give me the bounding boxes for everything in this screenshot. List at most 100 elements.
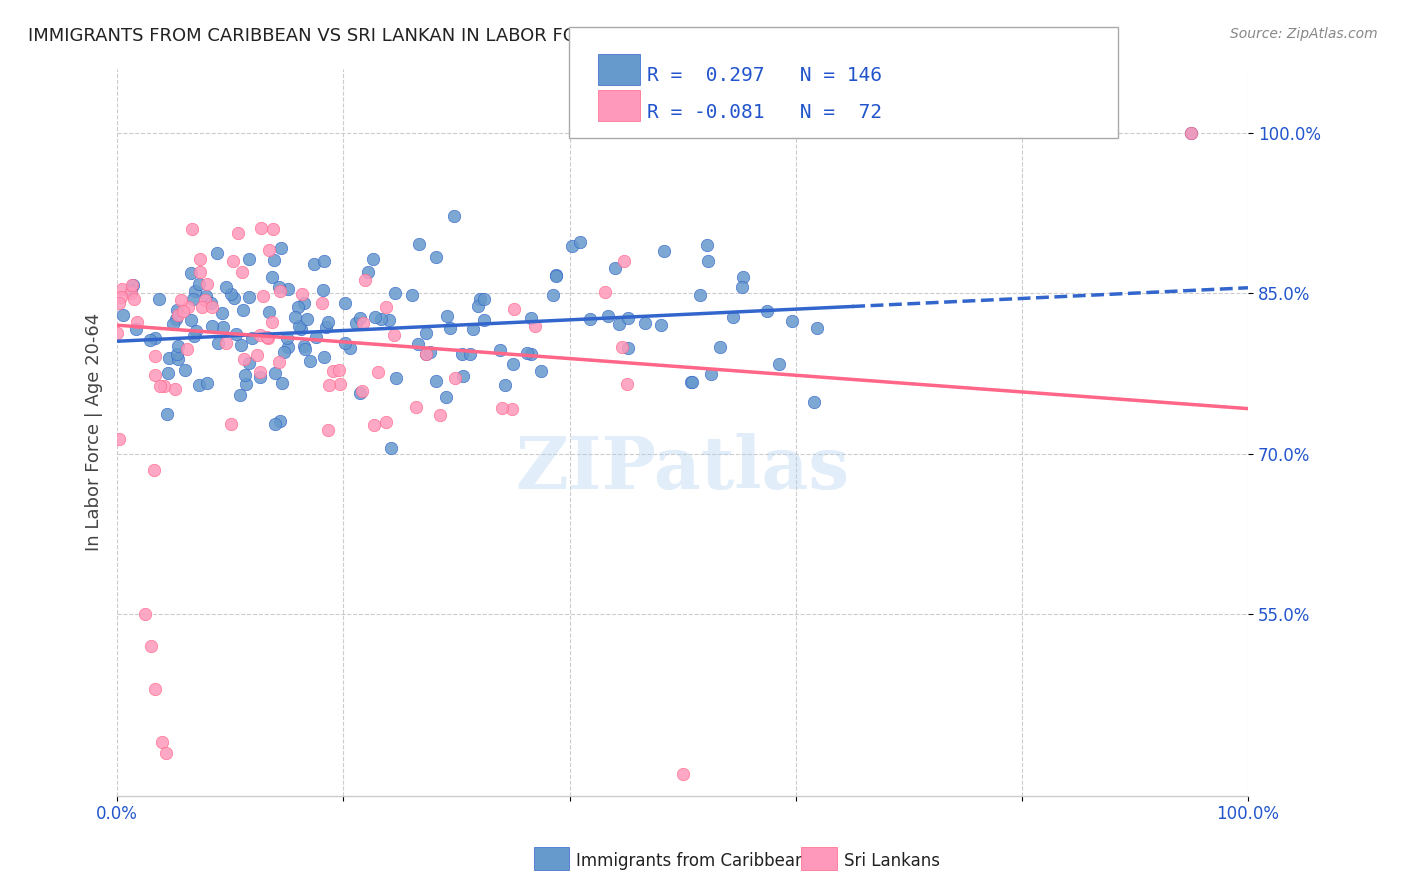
Point xyxy=(305,330,328,344)
Point xyxy=(731,270,754,285)
Point xyxy=(491,401,513,416)
Point xyxy=(195,277,218,292)
Point xyxy=(176,342,198,356)
Point xyxy=(249,328,271,343)
Point xyxy=(546,268,568,282)
Point xyxy=(709,340,731,354)
Point xyxy=(107,295,129,310)
Point xyxy=(190,252,212,266)
Point xyxy=(200,296,222,310)
Point xyxy=(415,326,437,341)
Point xyxy=(157,351,180,365)
Point xyxy=(240,331,263,345)
Point xyxy=(405,401,427,415)
Point xyxy=(264,417,287,431)
Point xyxy=(333,336,356,351)
Point xyxy=(290,321,312,335)
Point xyxy=(546,268,568,283)
Point xyxy=(458,346,481,360)
Point xyxy=(494,378,516,392)
Point xyxy=(269,414,291,428)
Point xyxy=(731,280,754,294)
Point xyxy=(200,319,222,334)
Point xyxy=(273,345,295,359)
Point xyxy=(363,252,385,266)
Point xyxy=(415,347,437,361)
Point xyxy=(181,292,204,306)
Point xyxy=(120,283,142,297)
Point xyxy=(384,286,406,301)
Point xyxy=(294,342,316,356)
Point xyxy=(520,347,543,361)
Point xyxy=(183,329,205,343)
Point xyxy=(353,272,375,286)
Point xyxy=(329,377,352,392)
Point xyxy=(434,390,457,404)
Point xyxy=(232,303,254,318)
Point xyxy=(170,293,193,307)
Point xyxy=(333,296,356,310)
Text: Sri Lankans: Sri Lankans xyxy=(844,852,939,870)
Point xyxy=(122,277,145,292)
Point xyxy=(652,244,675,259)
Point xyxy=(277,281,299,295)
Point xyxy=(215,335,238,350)
Point xyxy=(167,338,190,352)
Point xyxy=(152,379,174,393)
Point xyxy=(349,310,371,325)
Point xyxy=(107,326,129,340)
Point xyxy=(238,252,260,266)
Point xyxy=(121,278,143,293)
Point xyxy=(344,316,367,330)
Point xyxy=(474,312,496,326)
Text: R =  0.297   N = 146: R = 0.297 N = 146 xyxy=(647,66,882,85)
Point xyxy=(502,357,524,371)
Point xyxy=(806,321,828,335)
Point xyxy=(287,318,309,333)
Point xyxy=(127,314,149,328)
Y-axis label: In Labor Force | Age 20-64: In Labor Force | Age 20-64 xyxy=(86,313,103,551)
Point xyxy=(260,270,283,285)
Point xyxy=(689,287,711,301)
Point xyxy=(312,283,335,297)
Point xyxy=(249,220,271,235)
Point xyxy=(363,417,385,432)
Point xyxy=(224,291,246,305)
Point xyxy=(143,463,166,477)
Point xyxy=(516,346,538,360)
Point xyxy=(190,264,212,278)
Point xyxy=(188,277,211,291)
Point xyxy=(353,317,375,331)
Point xyxy=(650,318,672,333)
Point xyxy=(364,310,387,325)
Point xyxy=(292,339,315,353)
Point xyxy=(125,322,148,336)
Point xyxy=(211,306,233,320)
Point xyxy=(780,314,803,328)
Text: Source: ZipAtlas.com: Source: ZipAtlas.com xyxy=(1230,27,1378,41)
Point xyxy=(231,338,253,352)
Point xyxy=(252,289,274,303)
Point xyxy=(671,767,693,781)
Point xyxy=(436,310,458,324)
Point xyxy=(316,423,339,437)
Point xyxy=(172,303,194,318)
Point xyxy=(110,282,132,296)
Point xyxy=(191,300,214,314)
Point xyxy=(314,254,336,268)
Point xyxy=(260,315,283,329)
Point xyxy=(181,222,204,236)
Point xyxy=(277,340,299,354)
Point xyxy=(269,355,291,369)
Point xyxy=(143,368,166,382)
Point xyxy=(256,330,278,344)
Point xyxy=(468,292,491,306)
Point xyxy=(681,375,703,389)
Point xyxy=(451,369,474,384)
Point xyxy=(235,376,257,391)
Point xyxy=(270,242,292,256)
Point xyxy=(721,310,744,325)
Point xyxy=(221,253,243,268)
Point xyxy=(194,289,217,303)
Point xyxy=(700,367,723,381)
